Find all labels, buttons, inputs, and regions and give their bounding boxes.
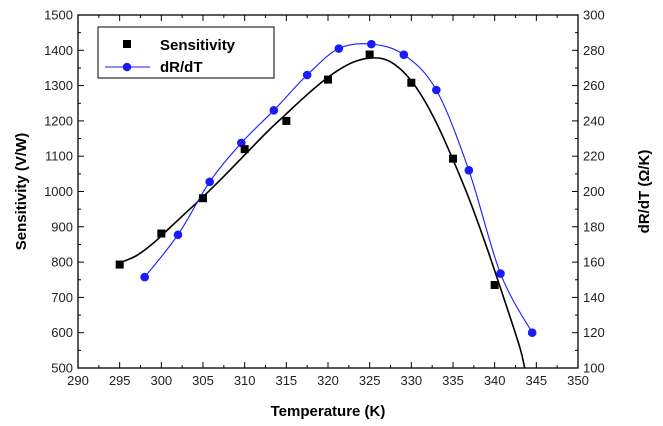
sensitivity-point [490,281,499,290]
drdt-point [334,44,344,53]
y2-tick-label: 120 [583,325,605,340]
y2-tick-label: 220 [583,149,605,164]
x-axis-title: Temperature (K) [271,403,386,420]
y2-axis-title: dR/dT (Ω/K) [636,150,653,234]
x-tick-label: 315 [275,373,297,388]
sensitivity-point [324,75,332,84]
drdt-point [173,230,183,240]
y-tick-label: 800 [51,255,73,270]
x-tick-label: 290 [67,373,89,388]
y-tick-label: 1000 [44,184,73,199]
x-tick-label: 330 [400,373,422,388]
y-tick-label: 500 [51,361,73,376]
drdt-point [496,269,505,278]
x-tick-label: 335 [442,373,464,388]
x-tick-label: 295 [109,373,131,388]
plot-layer [115,39,537,368]
sensitivity-point [449,154,457,163]
y-tick-label: 1200 [44,113,73,128]
legend: Sensitivity dR/dT [97,26,275,79]
x-tick-label: 320 [317,373,339,388]
x-tick-label: 300 [150,373,172,388]
legend-marker-sensitivity [123,40,131,48]
legend-marker-drdt [122,62,132,72]
sensitivity-fit-line [119,57,526,368]
y2-tick-label: 260 [583,78,605,93]
y-tick-label: 1400 [44,43,73,58]
x-tick-label: 305 [192,373,214,388]
drdt-point [269,106,279,115]
y2-tick-label: 160 [583,255,605,270]
y2-tick-label: 180 [583,219,605,234]
y-tick-label: 1100 [45,149,73,164]
x-tick-label: 310 [234,373,256,388]
y2-tick-label: 300 [583,8,605,23]
sensitivity-point [115,260,124,269]
drdt-point [302,70,312,80]
drdt-point [527,328,537,338]
drdt-point [399,50,409,60]
y-tick-label: 1300 [44,78,73,93]
y2-tick-label: 200 [583,184,605,199]
drdt-point [464,166,474,175]
sensitivity-point [240,145,249,154]
sensitivity-point [407,78,416,87]
y-tick-label: 700 [51,290,73,305]
y-axis-title: Sensitivity (V/W) [13,133,30,251]
drdt-point [205,177,214,187]
sensitivity-point [282,116,291,125]
drdt-point [237,138,246,148]
y2-tick-label: 100 [583,361,605,376]
x-tick-label: 350 [567,373,589,388]
x-tick-label: 325 [359,373,381,388]
x-tick-label: 340 [484,373,506,388]
sensitivity-point [365,50,374,59]
legend-label-drdt: dR/dT [160,59,203,76]
sensitivity-point [199,194,207,203]
legend-label-sensitivity: Sensitivity [160,37,236,54]
plot-frame [77,14,579,369]
y-tick-label: 900 [51,219,73,234]
y2-tick-label: 140 [583,290,605,305]
sensitivity-point [157,229,166,238]
x-tick-label: 345 [525,373,547,388]
y-tick-label: 1500 [44,8,73,23]
y2-tick-label: 280 [583,43,605,58]
drdt-point [367,39,376,49]
drdt-line [144,43,533,333]
drdt-point [432,85,441,95]
y2-tick-label: 240 [583,113,605,128]
drdt-point [140,272,149,282]
y-tick-label: 600 [51,325,73,340]
